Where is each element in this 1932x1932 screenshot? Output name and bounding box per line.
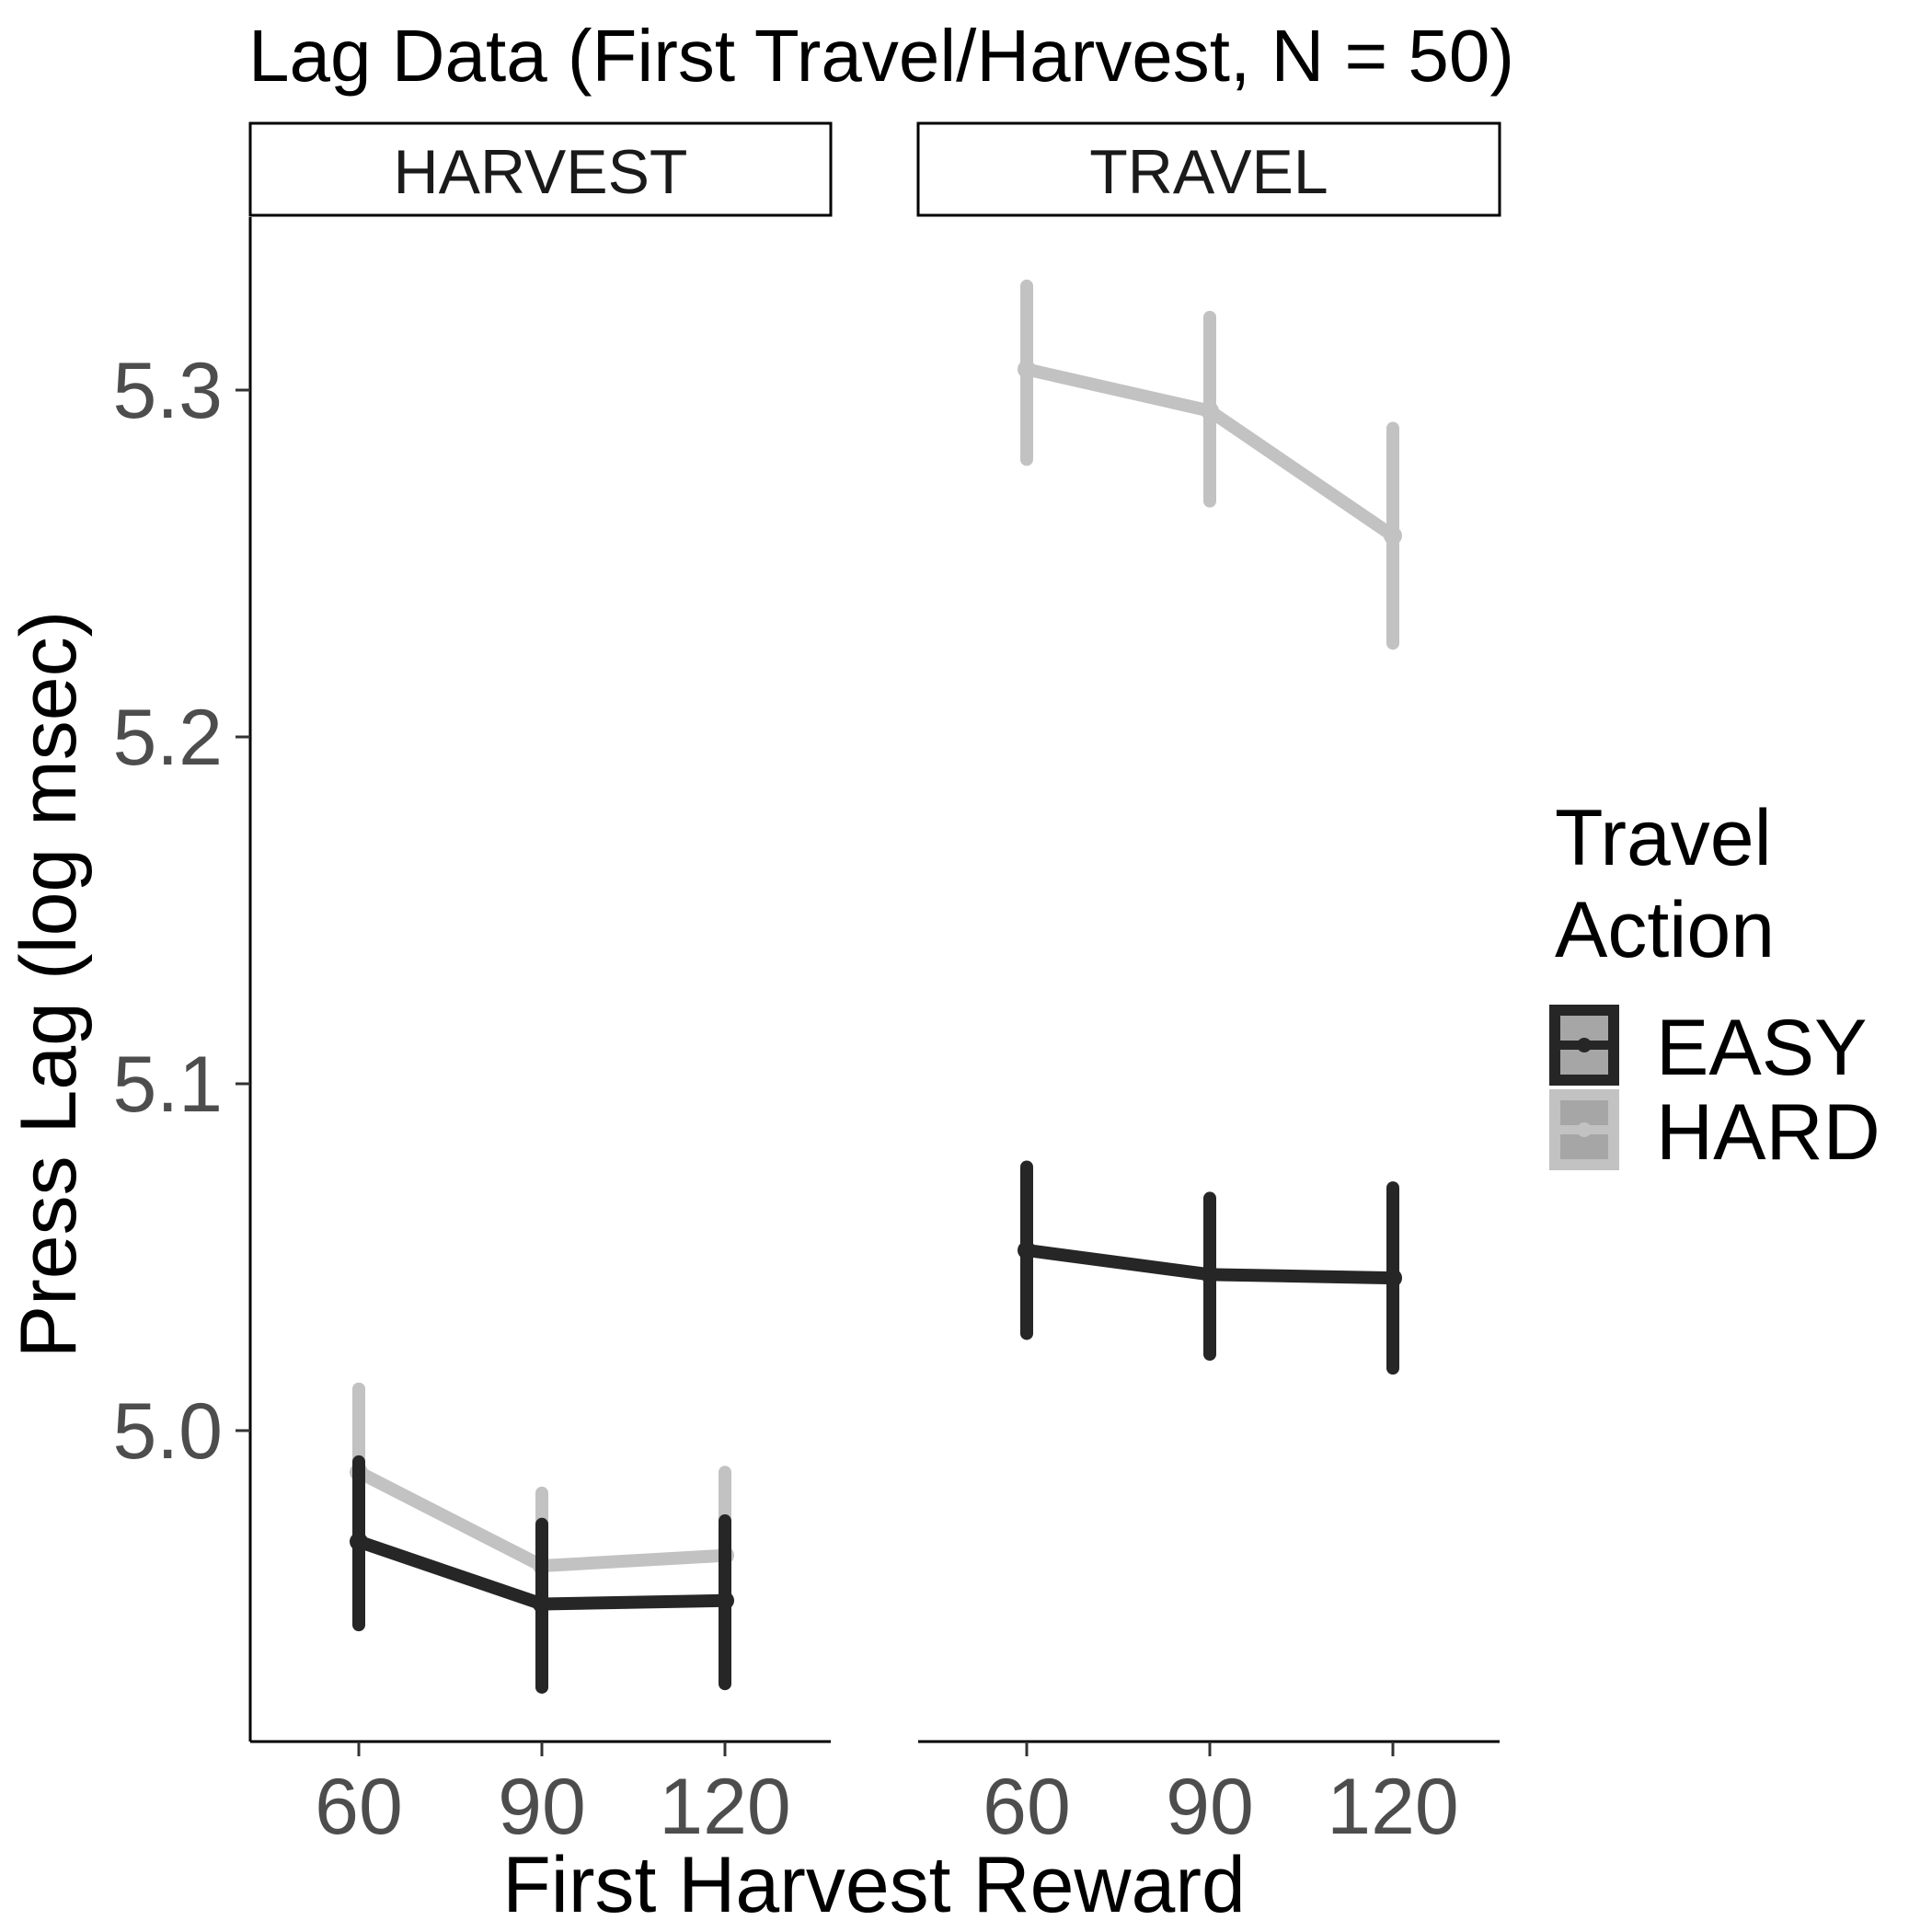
y-tick-label: 5.3 (112, 347, 223, 435)
legend-title-line-2: Action (1555, 886, 1775, 974)
y-tick-label: 5.1 (112, 1041, 223, 1129)
data-point (350, 1532, 368, 1551)
legend-label: EASY (1656, 1004, 1867, 1092)
x-tick-label: 60 (983, 1763, 1071, 1851)
facets: HARVEST 60 90 120 5.0 5.1 5.2 5.3 TRAVEL 60 90 120 (112, 121, 1501, 1851)
y-axis-title: Press Lag (log msec) (5, 611, 93, 1359)
facet-strip-travel (916, 121, 1501, 217)
facet-strip-label: TRAVEL (1089, 137, 1328, 207)
data-point (1201, 1265, 1219, 1284)
data-point (1384, 1269, 1402, 1288)
data-point (716, 1591, 734, 1610)
facet-strip-label: HARVEST (394, 137, 688, 207)
x-tick-label: 90 (498, 1763, 586, 1851)
data-point (533, 1594, 551, 1614)
data-point (1201, 401, 1219, 420)
legend-key-point (1577, 1038, 1592, 1052)
legend-item-hard: HARD (1549, 1088, 1880, 1177)
chart-title: Lag Data (First Travel/Harvest, N = 50) (248, 15, 1514, 97)
x-tick-label: 90 (1166, 1763, 1254, 1851)
series-easy (350, 1455, 734, 1694)
legend-title-line-1: Travel (1555, 794, 1772, 882)
legend-label: HARD (1656, 1088, 1880, 1177)
data-point (1018, 1240, 1036, 1259)
x-axis-title: First Harvest Reward (502, 1841, 1246, 1929)
series-easy (1018, 1160, 1402, 1375)
data-point (1018, 360, 1036, 379)
data-point (1384, 526, 1402, 546)
x-tick-label: 120 (659, 1763, 791, 1851)
legend-item-easy: EASY (1549, 1004, 1867, 1092)
facet-panel-harvest: HARVEST 60 90 120 5.0 5.1 5.2 5.3 (112, 121, 833, 1851)
x-tick-label: 60 (315, 1763, 403, 1851)
facet-strip-harvest (248, 121, 833, 217)
facet-panel-travel: TRAVEL 60 90 120 (916, 121, 1501, 1851)
legend-key-point (1577, 1122, 1592, 1137)
y-tick-label: 5.2 (112, 694, 223, 782)
y-tick-label: 5.0 (112, 1387, 223, 1476)
x-tick-label: 120 (1327, 1763, 1459, 1851)
series-hard (1018, 279, 1402, 650)
